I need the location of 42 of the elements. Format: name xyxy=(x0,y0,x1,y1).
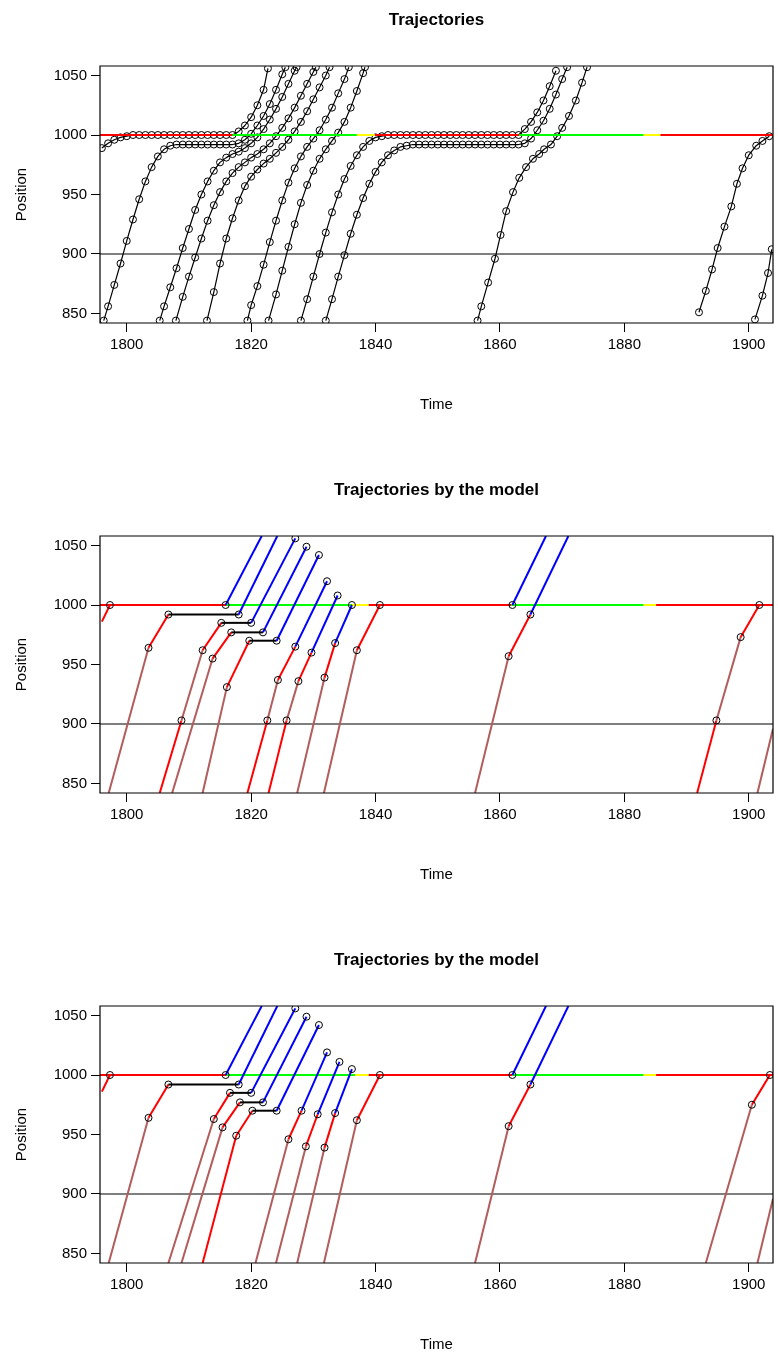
y-tick-label: 1000 xyxy=(53,125,87,143)
x-tick-label: 1820 xyxy=(234,1275,268,1293)
y-tick-label: 950 xyxy=(61,1124,87,1142)
x-tick-label: 1880 xyxy=(607,1275,642,1293)
x-tick-label: 1840 xyxy=(358,805,393,823)
y-axis-title: Position xyxy=(12,637,30,692)
x-tick-label: 1860 xyxy=(483,805,517,823)
x-tick-label: 1820 xyxy=(234,805,268,823)
y-tick-label: 900 xyxy=(61,714,87,732)
chart-title: Trajectories by the model xyxy=(333,479,540,499)
y-tick-label: 1000 xyxy=(53,595,87,613)
x-axis-title: Time xyxy=(420,865,453,883)
x-axis-title: Time xyxy=(420,1335,453,1353)
x-tick-label: 1880 xyxy=(607,805,642,823)
y-tick-label: 900 xyxy=(61,1184,87,1202)
y-axis-title: Position xyxy=(12,167,30,222)
y-tick-label: 850 xyxy=(61,303,87,321)
y-tick-label: 1050 xyxy=(53,65,87,83)
y-tick-label: 950 xyxy=(61,184,87,202)
x-tick-label: 1880 xyxy=(607,335,642,353)
x-tick-label: 1900 xyxy=(732,805,766,823)
y-tick-label: 1050 xyxy=(53,1005,87,1023)
chart-title: Trajectories by the model xyxy=(333,949,540,969)
x-tick-label: 1820 xyxy=(234,335,268,353)
y-tick-label: 950 xyxy=(61,654,87,672)
x-tick-label: 1860 xyxy=(483,335,517,353)
x-tick-label: 1840 xyxy=(358,335,393,353)
y-tick-label: 900 xyxy=(61,244,87,262)
x-tick-label: 1800 xyxy=(110,805,144,823)
y-tick-label: 850 xyxy=(61,1243,87,1261)
x-axis-title: Time xyxy=(420,395,453,413)
y-tick-label: 1000 xyxy=(53,1065,87,1083)
x-tick-label: 1900 xyxy=(732,1275,766,1293)
x-tick-label: 1800 xyxy=(110,1275,144,1293)
chart-title: Trajectories xyxy=(388,9,485,29)
x-tick-label: 1860 xyxy=(483,1275,517,1293)
x-tick-label: 1840 xyxy=(358,1275,393,1293)
y-axis-title: Position xyxy=(12,1107,30,1162)
y-tick-label: 850 xyxy=(61,773,87,791)
x-tick-label: 1900 xyxy=(732,335,766,353)
y-tick-label: 1050 xyxy=(53,535,87,553)
x-tick-label: 1800 xyxy=(110,335,144,353)
